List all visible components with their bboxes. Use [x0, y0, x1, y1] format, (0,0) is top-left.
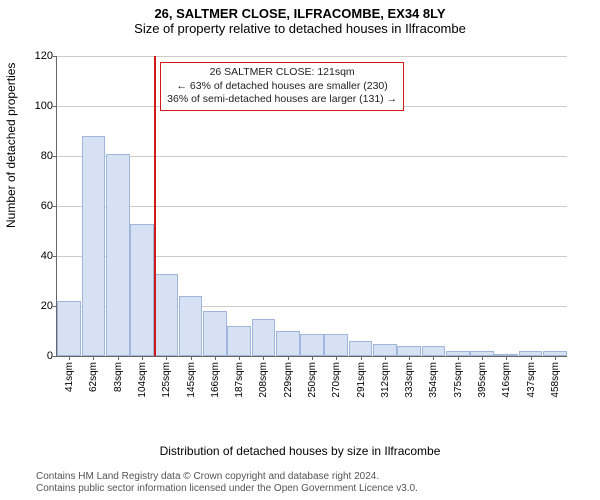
- histogram-bar: [276, 331, 300, 356]
- xtick-mark: [191, 356, 192, 360]
- ytick-label: 40: [27, 250, 53, 262]
- xtick-mark: [93, 356, 94, 360]
- ytick-mark: [53, 106, 57, 107]
- ytick-mark: [53, 256, 57, 257]
- grid-line: [57, 206, 567, 207]
- ytick-mark: [53, 56, 57, 57]
- ytick-mark: [53, 356, 57, 357]
- annotation-line: 36% of semi-detached houses are larger (…: [167, 93, 397, 107]
- plot-area: 02040608010012041sqm62sqm83sqm104sqm125s…: [56, 56, 567, 357]
- xtick-mark: [263, 356, 264, 360]
- histogram-bar: [154, 274, 178, 357]
- xtick-mark: [215, 356, 216, 360]
- xtick-mark: [482, 356, 483, 360]
- xtick-label: 333sqm: [404, 362, 415, 398]
- title-block: 26, SALTMER CLOSE, ILFRACOMBE, EX34 8LY …: [0, 0, 600, 36]
- footer-line-1: Contains HM Land Registry data © Crown c…: [36, 471, 379, 482]
- xtick-label: 458sqm: [550, 362, 561, 398]
- xtick-mark: [239, 356, 240, 360]
- xtick-mark: [555, 356, 556, 360]
- xtick-label: 104sqm: [137, 362, 148, 398]
- histogram-bar: [252, 319, 276, 357]
- chart-wrap: 02040608010012041sqm62sqm83sqm104sqm125s…: [36, 48, 576, 428]
- histogram-bar: [203, 311, 227, 356]
- xtick-mark: [385, 356, 386, 360]
- annotation-line: 26 SALTMER CLOSE: 121sqm: [167, 66, 397, 80]
- xtick-mark: [142, 356, 143, 360]
- reference-line: [154, 56, 156, 356]
- grid-line: [57, 56, 567, 57]
- xtick-mark: [409, 356, 410, 360]
- xtick-mark: [69, 356, 70, 360]
- xtick-mark: [166, 356, 167, 360]
- histogram-bar: [397, 346, 421, 356]
- xtick-label: 270sqm: [331, 362, 342, 398]
- xtick-mark: [506, 356, 507, 360]
- annotation-line: ← 63% of detached houses are smaller (23…: [167, 80, 397, 94]
- title-line-1: 26, SALTMER CLOSE, ILFRACOMBE, EX34 8LY: [0, 6, 600, 21]
- histogram-bar: [300, 334, 324, 357]
- ytick-label: 20: [27, 300, 53, 312]
- ytick-mark: [53, 156, 57, 157]
- xtick-label: 395sqm: [477, 362, 488, 398]
- xtick-label: 208sqm: [258, 362, 269, 398]
- xtick-label: 187sqm: [234, 362, 245, 398]
- xtick-label: 41sqm: [64, 362, 75, 392]
- xtick-label: 83sqm: [113, 362, 124, 392]
- annotation-box: 26 SALTMER CLOSE: 121sqm← 63% of detache…: [160, 62, 404, 111]
- xtick-label: 291sqm: [356, 362, 367, 398]
- xtick-label: 354sqm: [428, 362, 439, 398]
- histogram-bar: [373, 344, 397, 357]
- ytick-label: 80: [27, 150, 53, 162]
- xtick-label: 125sqm: [161, 362, 172, 398]
- histogram-bar: [106, 154, 130, 357]
- y-axis-label: Number of detached properties: [4, 63, 18, 228]
- footer-line-2: Contains public sector information licen…: [36, 483, 418, 494]
- xtick-label: 312sqm: [380, 362, 391, 398]
- xtick-label: 145sqm: [186, 362, 197, 398]
- xtick-label: 437sqm: [526, 362, 537, 398]
- xtick-label: 375sqm: [453, 362, 464, 398]
- ytick-label: 60: [27, 200, 53, 212]
- x-axis-label: Distribution of detached houses by size …: [0, 444, 600, 458]
- xtick-mark: [361, 356, 362, 360]
- title-line-2: Size of property relative to detached ho…: [0, 21, 600, 36]
- grid-line: [57, 156, 567, 157]
- xtick-label: 62sqm: [88, 362, 99, 392]
- xtick-label: 229sqm: [283, 362, 294, 398]
- xtick-label: 416sqm: [501, 362, 512, 398]
- xtick-label: 166sqm: [210, 362, 221, 398]
- xtick-mark: [118, 356, 119, 360]
- xtick-mark: [288, 356, 289, 360]
- ytick-label: 120: [27, 50, 53, 62]
- xtick-mark: [531, 356, 532, 360]
- histogram-bar: [227, 326, 251, 356]
- histogram-bar: [82, 136, 106, 356]
- histogram-bar: [349, 341, 373, 356]
- ytick-mark: [53, 206, 57, 207]
- histogram-bar: [57, 301, 81, 356]
- xtick-mark: [433, 356, 434, 360]
- xtick-mark: [458, 356, 459, 360]
- xtick-mark: [336, 356, 337, 360]
- histogram-bar: [324, 334, 348, 357]
- ytick-label: 0: [27, 350, 53, 362]
- xtick-label: 250sqm: [307, 362, 318, 398]
- histogram-bar: [422, 346, 446, 356]
- xtick-mark: [312, 356, 313, 360]
- ytick-label: 100: [27, 100, 53, 112]
- histogram-bar: [130, 224, 154, 357]
- histogram-bar: [179, 296, 203, 356]
